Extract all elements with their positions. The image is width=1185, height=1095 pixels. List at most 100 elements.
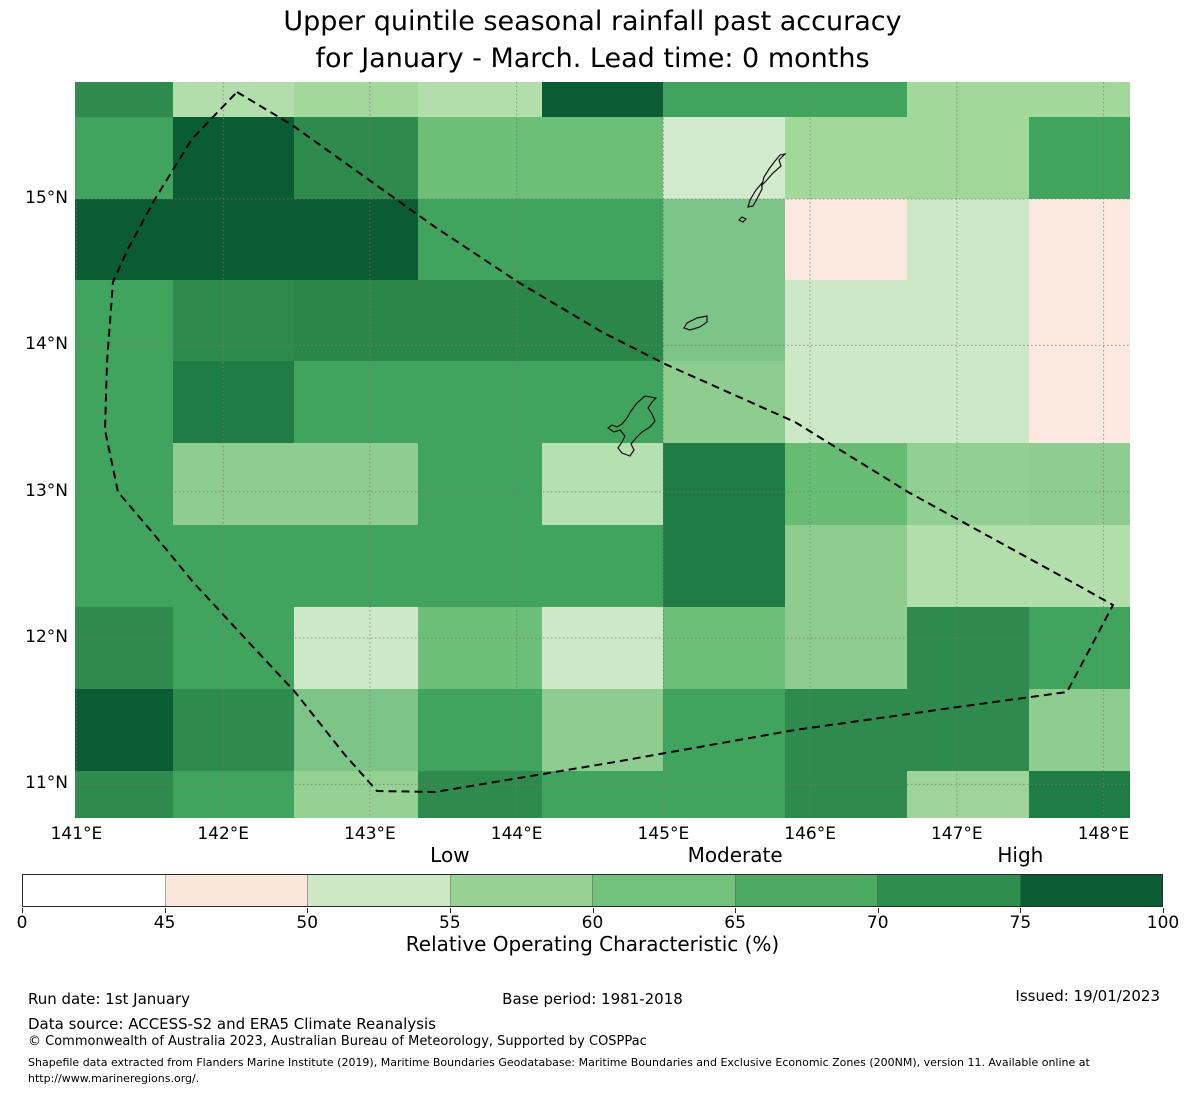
x-tick-label: 146°E xyxy=(784,824,836,844)
colorbar-tick-label: 50 xyxy=(296,913,319,933)
colorbar-category-label-low: Low xyxy=(430,843,470,867)
grid-cell xyxy=(293,199,419,281)
grid-cell xyxy=(785,117,908,200)
grid-cell xyxy=(663,199,786,281)
grid-cell xyxy=(541,689,664,772)
colorbar-segment-60-65 xyxy=(593,875,736,906)
grid-cell xyxy=(1028,689,1130,772)
grid-cell xyxy=(541,117,664,200)
grid-cell xyxy=(1028,117,1130,200)
grid-cell xyxy=(906,117,1030,200)
grid-cell xyxy=(75,117,174,200)
grid-cell xyxy=(663,279,786,363)
grid-cell xyxy=(906,443,1030,526)
y-tick-label: 13°N xyxy=(25,480,68,501)
colorbar-tick-mark xyxy=(22,908,23,913)
grid-cell xyxy=(418,199,543,281)
grid-cell xyxy=(785,607,908,690)
page-title-line2: for January - March. Lead time: 0 months xyxy=(315,43,870,74)
grid-cell xyxy=(418,443,543,526)
grid-cell xyxy=(906,361,1030,444)
y-tick-label: 11°N xyxy=(25,773,68,794)
grid-cell xyxy=(173,689,295,772)
grid-cell xyxy=(75,199,174,281)
grid-cell xyxy=(663,443,786,526)
colorbar-tick-label: 55 xyxy=(439,913,461,933)
grid-cell xyxy=(293,607,419,690)
colorbar-tick-mark xyxy=(735,908,737,913)
grid-cell xyxy=(785,199,908,281)
grid-cell xyxy=(173,82,295,118)
colorbar-tick-mark xyxy=(449,908,451,913)
colorbar-tick-mark xyxy=(164,908,166,913)
colorbar-tick-label: 0 xyxy=(16,913,28,933)
grid-cell xyxy=(663,361,786,444)
grid-cell xyxy=(418,279,543,363)
colorbar-tick-label: 60 xyxy=(581,913,604,933)
data-source-text: Data source: ACCESS-S2 and ERA5 Climate … xyxy=(28,1015,436,1033)
grid-cell xyxy=(75,361,174,444)
grid-cell xyxy=(1028,525,1130,608)
colorbar-tick-mark xyxy=(307,908,309,913)
grid-cell xyxy=(173,771,295,818)
grid-cell xyxy=(418,771,543,818)
grid-cell xyxy=(541,361,664,444)
colorbar-tick-mark xyxy=(1163,908,1164,913)
grid-cell xyxy=(173,607,295,690)
colorbar-tick-mark xyxy=(877,908,879,913)
grid-cell xyxy=(173,117,295,200)
run-date-text: Run date: 1st January xyxy=(28,990,191,1008)
copyright-text: © Commonwealth of Australia 2023, Austra… xyxy=(28,1034,647,1049)
grid-cell xyxy=(663,82,786,118)
grid-cell xyxy=(293,443,419,526)
colorbar-segment-75-100 xyxy=(1020,875,1162,906)
grid-cell xyxy=(541,199,664,281)
colorbar xyxy=(22,874,1163,907)
colorbar-tick-label: 65 xyxy=(724,913,746,933)
colorbar-category-label-moderate: Moderate xyxy=(687,843,783,867)
grid-cell xyxy=(785,361,908,444)
grid-cell xyxy=(906,199,1030,281)
grid-cell xyxy=(418,525,543,608)
grid-cell xyxy=(418,361,543,444)
grid-cell xyxy=(75,279,174,363)
grid-cell xyxy=(293,771,419,818)
x-tick-label: 145°E xyxy=(637,824,690,844)
grid-cell xyxy=(293,82,419,118)
grid-cell xyxy=(1028,279,1130,363)
grid-cell xyxy=(785,279,908,363)
colorbar-segment-45-50 xyxy=(165,875,308,906)
x-tick-label: 144°E xyxy=(490,824,543,844)
x-tick-label: 148°E xyxy=(1077,824,1130,844)
grid-cell xyxy=(75,607,174,690)
grid-cell xyxy=(173,279,295,363)
grid-cell xyxy=(906,771,1030,818)
colorbar-category-label-high: High xyxy=(997,843,1044,867)
grid-cell xyxy=(1028,361,1130,444)
grid-cell xyxy=(541,279,664,363)
grid-cell xyxy=(418,82,543,118)
colorbar-segment-55-60 xyxy=(450,875,593,906)
colorbar-segment-70-75 xyxy=(878,875,1021,906)
shapefile-note-text: Shapefile data extracted from Flanders M… xyxy=(28,1056,1090,1085)
grid-cell xyxy=(418,689,543,772)
grid-cell xyxy=(541,525,664,608)
grid-cell xyxy=(541,607,664,690)
page-title-line1: Upper quintile seasonal rainfall past ac… xyxy=(283,6,902,37)
base-period-text: Base period: 1981-2018 xyxy=(502,990,683,1008)
grid-cell xyxy=(541,82,664,118)
grid-cell xyxy=(785,525,908,608)
x-tick-label: 143°E xyxy=(344,824,396,844)
grid-cell xyxy=(663,117,786,200)
colorbar-segment-0-45 xyxy=(23,875,166,906)
grid-cell xyxy=(418,117,543,200)
grid-cell xyxy=(1028,607,1130,690)
colorbar-segment-50-55 xyxy=(308,875,451,906)
y-tick-label: 15°N xyxy=(25,188,68,209)
issued-date-text: Issued: 19/01/2023 xyxy=(1015,987,1160,1005)
grid-cell xyxy=(75,771,174,818)
grid-cell xyxy=(906,279,1030,363)
grid-cell xyxy=(906,689,1030,772)
grid-cell xyxy=(75,525,174,608)
grid-cell xyxy=(1028,443,1130,526)
